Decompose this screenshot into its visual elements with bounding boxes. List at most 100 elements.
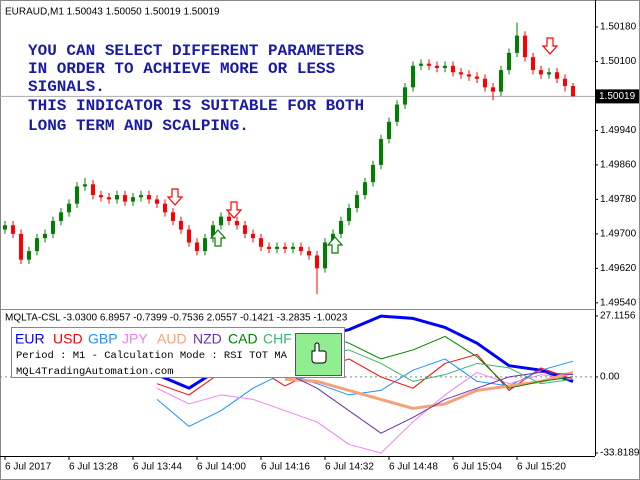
candle-body (91, 184, 95, 196)
candle-body (19, 233, 23, 260)
candle-body (219, 216, 223, 226)
x-tick-label: 6 Jul 14:00 (197, 462, 246, 473)
candle-body (515, 35, 519, 53)
y-tick-label: -33.8189 (600, 448, 640, 459)
y-tick-label: 1.49860 (600, 160, 637, 171)
candle-body (459, 72, 463, 75)
candle-body (451, 65, 455, 73)
x-tick-label: 6 Jul 2017 (5, 462, 52, 473)
candle-body (435, 65, 439, 68)
candle-body (531, 57, 535, 71)
candle-body (371, 164, 375, 183)
candle-body (363, 182, 367, 196)
candle-body (163, 203, 167, 213)
sell-arrow (225, 201, 243, 219)
buy-arrows (209, 229, 344, 254)
x-tick-label: 6 Jul 14:16 (261, 462, 310, 473)
candle-body (395, 104, 399, 122)
candle-body (331, 233, 335, 243)
candle-body (403, 87, 407, 105)
x-tick-label: 6 Jul 13:44 (133, 462, 182, 473)
sell-arrows (166, 37, 559, 219)
candle-body (123, 195, 127, 202)
settings-button[interactable] (295, 333, 342, 376)
x-tick-label: 6 Jul 15:04 (453, 462, 502, 473)
candle-body (251, 233, 255, 239)
y-tick-label: 1.49780 (600, 194, 637, 205)
annotation: SIGNALS. (28, 78, 105, 96)
sell-arrow (541, 37, 559, 55)
candle-body (267, 246, 271, 249)
current-price-label: 1.50019 (599, 91, 636, 102)
candle-body (115, 195, 119, 200)
candle-body (547, 72, 551, 75)
candle-body (259, 238, 263, 247)
candle-body (355, 195, 359, 209)
candle-body (27, 251, 31, 260)
candle-body (155, 199, 159, 204)
legend-period: Period : M1 - Calculation Mode : RSI TOT… (16, 350, 288, 362)
annotation: LONG TERM AND SCALPING. (28, 117, 249, 135)
candle-body (475, 76, 479, 79)
candle-body (523, 35, 527, 58)
hand-icon[interactable] (311, 342, 327, 364)
candle-body (227, 216, 231, 221)
candle-body (323, 242, 327, 269)
candle-body (243, 225, 247, 234)
currency-line (156, 371, 574, 454)
candle-body (171, 212, 175, 221)
candle-body (347, 208, 351, 221)
x-tick-label: 6 Jul 14:48 (389, 462, 438, 473)
candle-body (419, 63, 423, 66)
candle-body (379, 139, 383, 165)
candle-body (147, 195, 151, 200)
legend-entry: NZD (193, 331, 222, 347)
candle-body (571, 86, 575, 97)
candle-body (275, 246, 279, 249)
candle-body (563, 78, 567, 87)
legend-entry: AUD (157, 331, 187, 347)
candle-body (131, 197, 135, 202)
candle-body (291, 246, 295, 249)
candle-body (99, 195, 103, 198)
candle-body (235, 220, 239, 226)
candle-body (3, 225, 7, 230)
candle-body (139, 195, 143, 198)
x-tick-label: 6 Jul 15:20 (517, 462, 566, 473)
candle-body (339, 220, 343, 234)
candle-body (507, 52, 511, 71)
buy-arrow (209, 229, 227, 247)
annotation: THIS INDICATOR IS SUITABLE FOR BOTH (28, 97, 364, 115)
chart-title: EURAUD,M1 1.50043 1.50050 1.50019 1.5001… (5, 7, 220, 18)
annotation: IN ORDER TO ACHIEVE MORE OR LESS (28, 60, 336, 78)
y-tick-label: 1.49620 (600, 263, 637, 274)
currency-line (284, 370, 574, 410)
candle-body (107, 197, 111, 200)
y-tick-label: 27.1156 (600, 311, 636, 322)
candle-body (427, 63, 431, 66)
legend-entry: CAD (228, 331, 258, 347)
y-tick-label: 1.50180 (600, 22, 637, 33)
candle-body (539, 70, 543, 75)
legend: EUR USD GBP JPY AUD NZD CAD CHF (15, 331, 292, 347)
candle-body (75, 186, 79, 204)
current-price-box (596, 89, 639, 104)
legend-entry: JPY (122, 331, 148, 347)
candle-body (283, 246, 287, 249)
x-tick-label: 6 Jul 13:28 (69, 462, 118, 473)
x-tick-label: 6 Jul 14:32 (325, 462, 374, 473)
buy-arrow (326, 236, 344, 254)
candle-body (443, 65, 447, 68)
candle-body (315, 255, 319, 269)
candle-body (467, 74, 471, 77)
candle-body (387, 121, 391, 140)
y-tick-label: 0.00 (600, 372, 620, 383)
candle-body (411, 65, 415, 88)
candle-body (179, 220, 183, 230)
candle-body (51, 220, 55, 234)
legend-box (11, 327, 345, 378)
y-tick-label: 1.50100 (600, 56, 637, 67)
y-tick-label: 1.49700 (600, 229, 637, 240)
